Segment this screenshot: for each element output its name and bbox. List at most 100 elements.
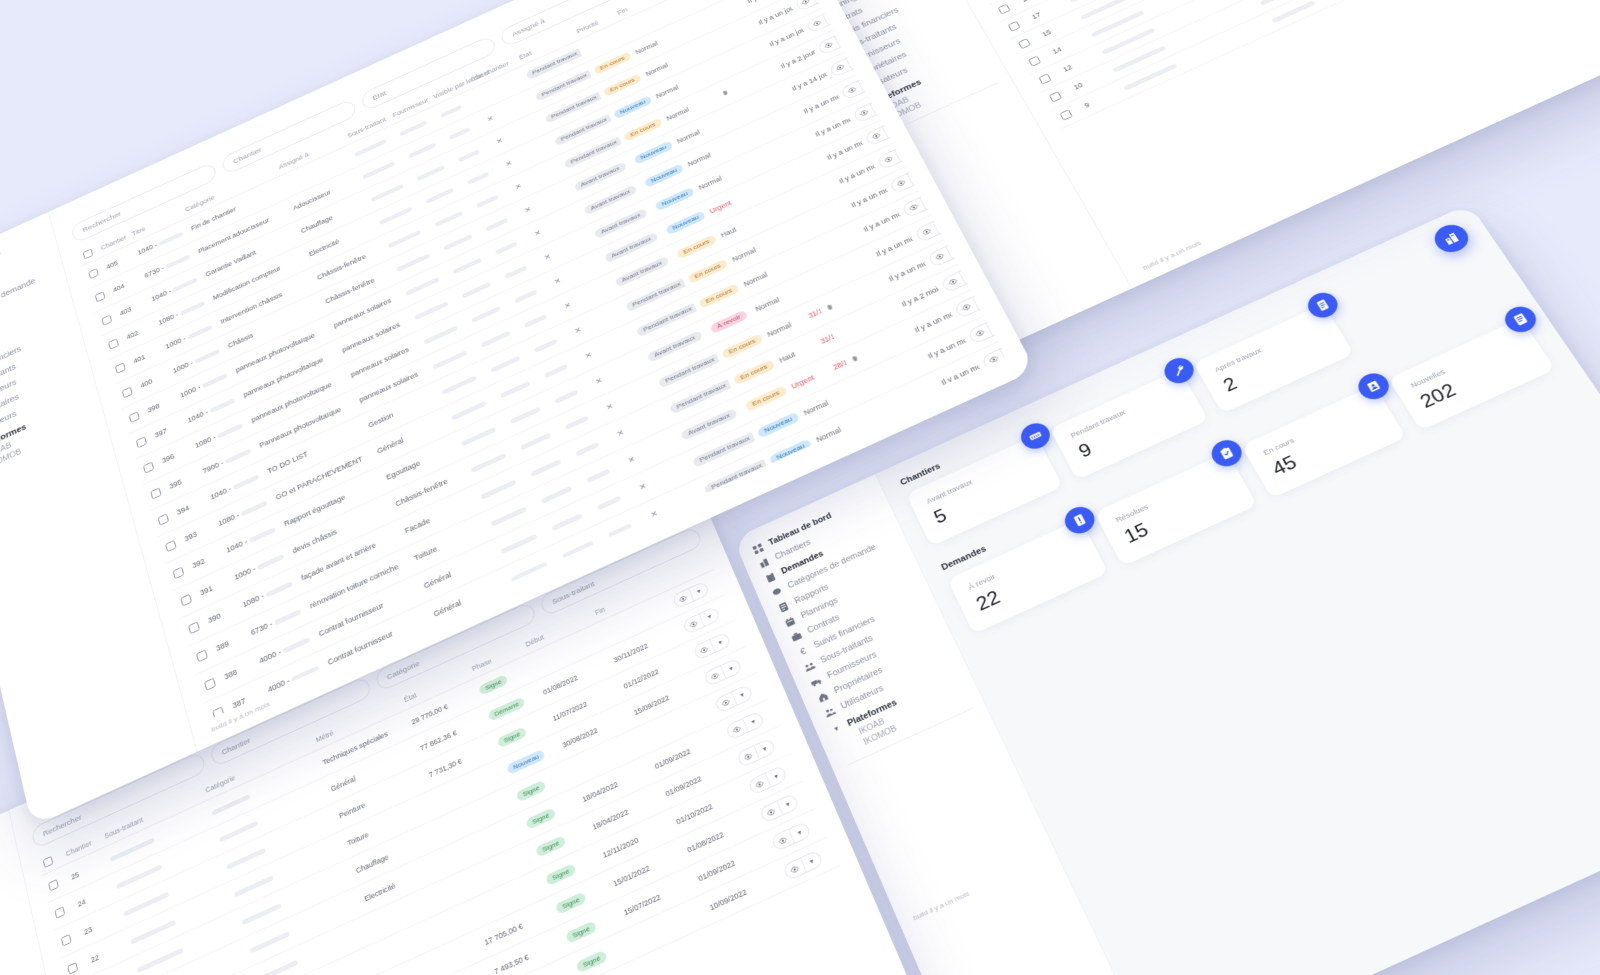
row-checkbox[interactable] [94,304,119,336]
sidebar-item-plannings[interactable]: Plannings [0,292,65,363]
sidebar-item-categories-de-demande[interactable]: Catégories de demande [0,265,57,336]
cell-actions[interactable]: ▾ [706,672,769,723]
view-icon[interactable] [693,640,714,660]
attachment-icon[interactable] [720,88,730,97]
view-icon[interactable] [818,36,840,54]
row-actions[interactable]: ▾ [702,657,743,688]
view-icon[interactable] [829,59,851,77]
cell-actions[interactable]: ▾ [786,0,822,19]
sidebar-item-suivis-financiers[interactable]: €Suivis financiers [0,937,32,975]
sidebar-item-sous-traitants[interactable]: Sous-traitants [0,953,35,975]
row-checkbox[interactable] [87,281,112,313]
etat-filter[interactable]: État [359,34,498,112]
chevron-down-icon[interactable]: ▾ [845,51,857,70]
sidebar-item-sous-traitants[interactable]: Sous-traitants [800,604,935,677]
chevron-down-icon[interactable]: ▾ [753,738,776,760]
row-actions[interactable]: ▾ [828,51,857,78]
stat-card[interactable]: Pendant travaux 9 [1049,353,1209,480]
chevron-down-icon[interactable]: ▾ [857,73,869,92]
row-checkbox[interactable] [999,11,1033,39]
select-all-checkbox[interactable] [82,248,94,260]
row-checkbox[interactable] [107,351,133,385]
chevron-down-icon[interactable]: ▾ [776,794,799,815]
sidebar-item-demandes[interactable]: Demandes [0,857,14,930]
sidebar-item-tableau-de-bord[interactable]: Tableau de bord [749,488,880,559]
sidebar-item-plannings[interactable]: Plannings [802,0,937,27]
view-icon[interactable] [795,0,816,10]
cell-actions[interactable]: ▾ [832,73,869,108]
assigne-filter[interactable]: Assigné à [498,0,638,48]
sidebar-item-ikoab[interactable]: IKOAB [857,717,886,737]
stat-card[interactable]: Nouvelles 202 [1388,302,1556,431]
row-checkbox[interactable] [114,376,140,409]
sidebar-item-plannings[interactable]: Plannings [0,904,24,975]
column-header[interactable]: Priorité [568,7,617,42]
chevron-down-icon[interactable]: ▾ [788,822,811,844]
sidebar-item-ikomob[interactable]: IKOMOB [862,723,899,747]
row-actions[interactable]: ▾ [851,96,881,124]
chevron-down-icon[interactable]: ▾ [709,632,731,653]
chevron-down-icon[interactable]: ▾ [822,7,834,25]
sidebar-item-rapports[interactable]: Rapports [0,888,21,962]
cell-actions[interactable]: ▾ [695,645,758,696]
row-actions[interactable]: ▾ [793,0,822,12]
sidebar-item-cat-gories-de-demande[interactable]: Catégories de demande [789,0,923,1]
row-checkbox[interactable] [41,865,70,903]
sidebar-group-plateformes[interactable]: ▾ Plateformes [826,665,962,737]
select-all-checkbox[interactable] [42,855,54,869]
column-header[interactable] [76,242,99,267]
chevron-down-icon[interactable]: ▾ [833,29,845,47]
row-actions[interactable]: ▾ [805,7,834,34]
view-icon[interactable] [672,589,693,608]
column-header[interactable] [656,551,714,593]
column-header[interactable]: Titre [125,204,184,245]
sidebar-item-propri-taires[interactable]: Propriétaires [836,19,974,92]
chevron-down-icon[interactable]: ▾ [731,685,753,706]
sidebar-item-utilisateurs[interactable]: Utilisateurs [0,375,88,448]
chevron-down-icon[interactable]: ▾ [810,0,822,4]
sidebar-item-fournisseurs[interactable]: Fournisseurs [0,347,80,420]
chevron-down-icon[interactable]: ▾ [720,658,742,679]
column-header[interactable]: Phase [464,637,525,681]
view-icon[interactable] [853,104,875,122]
sidebar-item-cat-gories-de-demande[interactable]: Catégories de demande [767,531,899,603]
sidebar-item-sous-traitants[interactable]: Sous-traitants [822,0,959,65]
sidebar-item-cat-gories-de-demande[interactable]: Catégories de demande [0,873,17,947]
row-actions[interactable]: ▾ [781,849,824,882]
attachment-icon[interactable] [849,354,860,364]
sidebar-item-utilisateurs[interactable]: Utilisateurs [820,649,956,723]
sidebar-group-plateformes[interactable]: ▾ Plateformes [850,45,988,116]
cell-actions[interactable]: ▾ [999,394,1025,434]
column-header[interactable]: Fin [609,0,654,23]
sidebar-item-contrats[interactable]: Contrats [0,306,69,378]
sidebar-item-contrats[interactable]: Contrats [809,0,944,39]
sidebar-item-suivis-financiers[interactable]: €Suivis financiers [816,0,952,52]
chevron-down-icon[interactable]: ▾ [698,607,720,627]
column-header[interactable]: Sous-traitant [97,783,204,849]
chevron-down-icon[interactable]: ▾ [742,711,764,732]
row-checkbox[interactable] [121,400,147,434]
column-header[interactable] [646,0,670,6]
row-actions[interactable]: ▾ [713,684,754,714]
view-icon[interactable] [1010,403,1024,424]
view-icon[interactable] [726,719,748,739]
sidebar-item-plannings[interactable]: Plannings [780,560,913,632]
sidebar-item-chantiers[interactable]: Chantiers [755,502,886,573]
sidebar-item-chantiers[interactable]: Chantiers [0,239,50,309]
row-actions[interactable]: ▾ [671,580,710,610]
row-actions[interactable]: ▾ [681,606,721,635]
row-checkbox[interactable] [53,920,83,959]
view-icon[interactable] [806,15,827,33]
cell-actions[interactable]: ▾ [820,51,857,86]
stat-card[interactable]: Avant travaux 5 [906,418,1063,547]
view-icon[interactable] [841,81,863,99]
row-checkbox[interactable] [979,0,1013,5]
row-checkbox[interactable] [1009,28,1044,57]
column-header[interactable]: Sous-traitant [339,109,392,146]
cell-actions[interactable]: ▾ [797,7,834,41]
sidebar-item-tableau-de-bord[interactable]: Tableau de bord [0,226,47,296]
row-checkbox[interactable] [100,327,126,360]
chantier-filter[interactable]: Chantier [220,98,359,176]
sidebar-item-demandes[interactable]: Demandes [761,517,893,588]
column-header[interactable]: Fournisseur [385,91,432,126]
